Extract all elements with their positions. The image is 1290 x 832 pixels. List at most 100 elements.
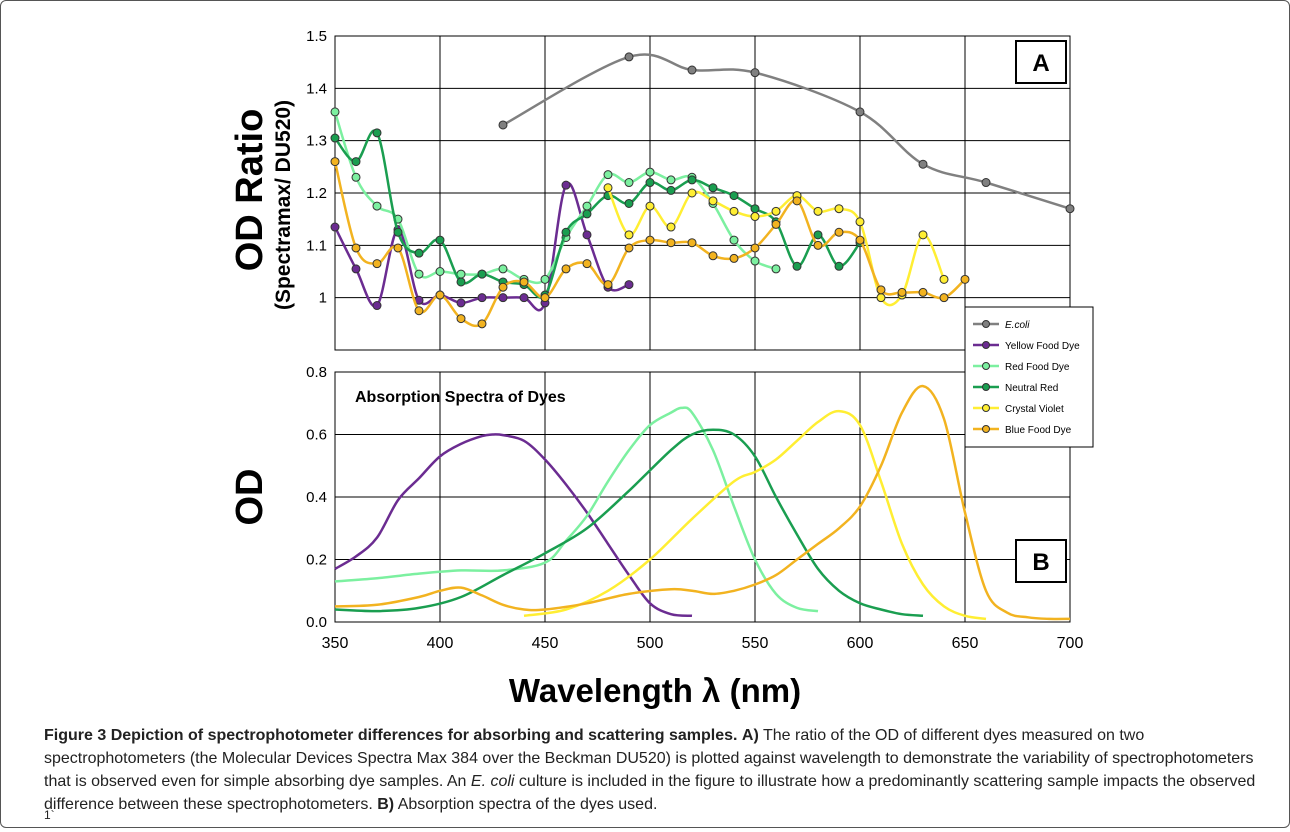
panel-a-data-point — [939, 293, 949, 303]
panel-a-data-point — [855, 217, 865, 227]
panel-a-data-point — [708, 183, 718, 193]
panel-a-data-point — [435, 235, 445, 245]
legend-label: E.coli — [1005, 320, 1030, 331]
panel-a-data-point — [876, 293, 886, 303]
legend-label: Blue Food Dye — [1005, 425, 1072, 436]
panel-a-data-point — [456, 298, 466, 308]
panel-a-data-point — [540, 274, 550, 284]
panel-b-label-box — [1015, 539, 1067, 583]
panel-a-data-point — [981, 178, 991, 188]
panel-a-data-point — [687, 188, 697, 198]
panel-b-series-line — [334, 384, 1071, 621]
x-tick-label: 400 — [427, 635, 454, 652]
panel-b-ticks: 0.0 0.2 0.4 0.6 0.8 350 400 450 500 550 600 650 700 — [306, 364, 1083, 652]
panel-b-series-line — [334, 433, 693, 618]
panel-a-data-point — [729, 191, 739, 201]
panel-a-data-point — [813, 240, 823, 250]
panel-a-data-point — [540, 293, 550, 303]
legend-swatch-marker — [982, 341, 990, 349]
panel-b-lines — [334, 384, 1071, 621]
panel-a-data-point — [561, 180, 571, 190]
panel-a-data-point — [939, 274, 949, 284]
caption-part-a-label: A) — [741, 727, 759, 744]
panel-a-data-point — [330, 133, 340, 143]
panel-a-label: A — [1032, 50, 1049, 77]
panel-a-data-point — [666, 185, 676, 195]
panel-a-data-point — [372, 201, 382, 211]
panel-a-data-point — [645, 201, 655, 211]
panel-a-data-point — [435, 267, 445, 276]
panel-a-data-point — [876, 285, 886, 295]
panel-b-label: B — [1032, 549, 1049, 576]
panel-a-data-point — [477, 293, 487, 303]
panel-a-data-point — [498, 282, 508, 292]
panel-a-data-point — [582, 230, 592, 240]
panel-a-data-point — [729, 253, 739, 263]
panel-a-data-point — [561, 264, 571, 274]
panel-a-data-point — [372, 128, 382, 138]
panel-a-data-point — [960, 274, 970, 284]
panel-a-label-box — [1015, 40, 1067, 84]
panel-a-data-point — [414, 248, 424, 258]
panel-b-ytick-label: 0.4 — [306, 489, 327, 506]
panel-a-data-point — [918, 159, 928, 169]
panel-a-data-point — [750, 243, 760, 253]
panel-a-data-point — [834, 204, 844, 214]
panel-a-ytick-label: 1.3 — [306, 133, 327, 150]
x-tick-label: 650 — [952, 635, 979, 652]
panel-a-data-point — [918, 287, 928, 297]
panel-a-data-point — [372, 301, 382, 311]
panel-a-ytick-label: 1.4 — [306, 80, 327, 97]
panel-a-data-point — [666, 175, 676, 185]
figure-chart: 1 1.1 1.2 1.3 1.4 1.5 0.0 0.2 0.4 0.6 0.8 350 400 45… — [229, 28, 1094, 709]
caption-part-b-text: Absorption spectra of the dyes used. — [397, 796, 658, 813]
panel-b-ytick-label: 0.8 — [306, 364, 327, 381]
panel-a-data-point — [351, 172, 361, 182]
panel-a-data-point — [372, 259, 382, 269]
panel-a-ticks: 1 1.1 1.2 1.3 1.4 1.5 — [306, 28, 327, 307]
panel-a-data-point — [582, 209, 592, 219]
panel-b-series-line — [334, 428, 924, 618]
x-tick-label: 500 — [637, 635, 664, 652]
panel-a-data-point — [750, 204, 760, 214]
legend-swatch-marker — [982, 404, 990, 412]
panel-a-data-point — [834, 227, 844, 237]
panel-a-data-point — [645, 178, 655, 188]
panel-a-ytick-label: 1.1 — [306, 237, 327, 254]
caption-ecoli-italic: E. coli — [470, 773, 515, 790]
legend: E.coli Yellow Food Dye Red Food Dye Neutral… — [964, 306, 1094, 448]
panel-a-data-point — [624, 230, 634, 240]
panel-a-ytick-label: 1 — [319, 290, 327, 307]
panel-a-data-point — [813, 230, 823, 240]
panel-a-data-point — [603, 170, 613, 180]
panel-b-series-line — [523, 409, 987, 621]
panel-a-ylabel-sub: (Spectramax/ DU520) — [272, 100, 295, 310]
x-tick-label: 550 — [742, 635, 769, 652]
panel-a-data-point — [792, 196, 802, 206]
caption-part-a-text: The ratio of the OD of different dyes me… — [44, 727, 1254, 790]
panel-a-data-point — [351, 157, 361, 167]
panel-a-data-point — [519, 277, 529, 287]
legend-swatch-marker — [982, 320, 990, 328]
panel-a-data-point — [477, 319, 487, 329]
panel-a-data-point — [708, 196, 718, 206]
legend-swatch-marker — [982, 362, 990, 370]
panel-a-data-point — [603, 183, 613, 193]
panel-a-data-point — [330, 222, 340, 232]
panel-a-data-point — [855, 107, 865, 117]
panel-a-data-point — [687, 65, 697, 75]
panel-b-series-line — [334, 406, 819, 613]
panel-a-data-point — [582, 201, 592, 211]
panel-a-data-point — [729, 206, 739, 216]
panel-a-data-point — [834, 261, 844, 271]
x-tick-label: 700 — [1057, 635, 1084, 652]
panel-a-data-point — [750, 212, 760, 222]
panel-a-data-point — [624, 52, 634, 62]
panel-b-ytick-label: 0.6 — [306, 427, 327, 444]
panel-a-data-point — [624, 280, 634, 290]
panel-b-ytick-label: 0.2 — [306, 552, 327, 569]
panel-a-series-line — [606, 187, 946, 307]
caption-footnote: 1` — [44, 808, 55, 822]
panel-a-ytick-label: 1.2 — [306, 185, 327, 202]
panel-b-grid — [334, 371, 1071, 623]
